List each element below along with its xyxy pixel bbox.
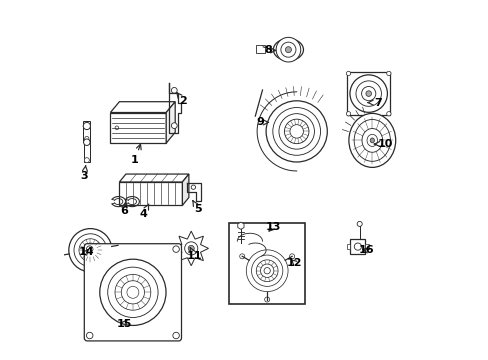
Circle shape <box>285 47 291 53</box>
Bar <box>84 142 89 162</box>
Text: 4: 4 <box>140 204 148 219</box>
Circle shape <box>171 123 177 129</box>
Text: 15: 15 <box>116 319 131 329</box>
Ellipse shape <box>348 113 395 167</box>
Circle shape <box>171 87 177 93</box>
Circle shape <box>251 255 282 287</box>
Circle shape <box>356 221 362 226</box>
FancyBboxPatch shape <box>84 244 181 341</box>
Circle shape <box>264 297 269 302</box>
Ellipse shape <box>273 39 303 60</box>
Bar <box>346 244 349 249</box>
Circle shape <box>276 37 300 62</box>
Circle shape <box>346 112 350 116</box>
Polygon shape <box>174 231 208 266</box>
Circle shape <box>386 112 390 116</box>
Circle shape <box>280 42 295 57</box>
Circle shape <box>256 260 278 282</box>
Circle shape <box>84 136 89 141</box>
Circle shape <box>260 264 273 278</box>
Circle shape <box>289 254 294 259</box>
Ellipse shape <box>366 134 377 147</box>
Circle shape <box>184 242 197 255</box>
Circle shape <box>188 246 194 251</box>
Circle shape <box>83 243 97 257</box>
Circle shape <box>278 114 314 149</box>
Circle shape <box>354 243 361 250</box>
Circle shape <box>284 119 308 144</box>
Text: 6: 6 <box>120 203 127 216</box>
Circle shape <box>115 126 119 130</box>
Text: 10: 10 <box>373 139 392 149</box>
Text: 14: 14 <box>78 247 94 257</box>
Circle shape <box>172 332 179 339</box>
Text: 16: 16 <box>358 245 374 255</box>
Circle shape <box>74 234 106 267</box>
Circle shape <box>346 71 350 76</box>
Circle shape <box>107 267 158 318</box>
Ellipse shape <box>369 138 374 143</box>
Circle shape <box>84 158 89 163</box>
Circle shape <box>272 108 320 155</box>
Polygon shape <box>182 174 188 205</box>
Bar <box>365 244 368 249</box>
Text: 3: 3 <box>81 166 88 181</box>
Circle shape <box>239 254 244 259</box>
Circle shape <box>69 229 112 272</box>
Bar <box>83 121 90 142</box>
Bar <box>346 72 389 115</box>
Bar <box>229 223 305 304</box>
Circle shape <box>127 286 139 298</box>
Circle shape <box>121 281 144 304</box>
Circle shape <box>115 274 150 310</box>
Circle shape <box>349 75 386 112</box>
Circle shape <box>265 101 326 162</box>
FancyBboxPatch shape <box>256 45 264 53</box>
Circle shape <box>172 246 179 252</box>
Circle shape <box>289 125 303 138</box>
Circle shape <box>365 91 371 96</box>
Circle shape <box>355 81 381 106</box>
Text: 12: 12 <box>286 258 302 268</box>
Circle shape <box>361 86 375 101</box>
Ellipse shape <box>353 120 389 161</box>
Polygon shape <box>166 102 175 143</box>
Polygon shape <box>237 222 244 229</box>
Text: 9: 9 <box>256 117 268 127</box>
Circle shape <box>87 247 94 254</box>
Text: 7: 7 <box>367 98 381 108</box>
Circle shape <box>83 122 90 130</box>
Circle shape <box>79 239 102 262</box>
Bar <box>349 239 365 254</box>
Circle shape <box>100 259 166 325</box>
Circle shape <box>86 246 93 252</box>
Text: 11: 11 <box>186 248 202 261</box>
Bar <box>119 182 182 205</box>
Polygon shape <box>119 174 188 182</box>
Bar <box>110 112 166 143</box>
Circle shape <box>264 267 270 274</box>
Circle shape <box>386 71 390 76</box>
Text: 8: 8 <box>264 45 275 55</box>
Circle shape <box>86 332 93 339</box>
Text: 13: 13 <box>265 222 281 232</box>
Text: 1: 1 <box>131 144 141 165</box>
Polygon shape <box>110 102 175 112</box>
Circle shape <box>83 139 90 145</box>
Text: 2: 2 <box>177 93 187 106</box>
Circle shape <box>246 250 287 292</box>
Circle shape <box>191 185 195 189</box>
Ellipse shape <box>361 129 382 152</box>
Text: 5: 5 <box>192 201 201 214</box>
